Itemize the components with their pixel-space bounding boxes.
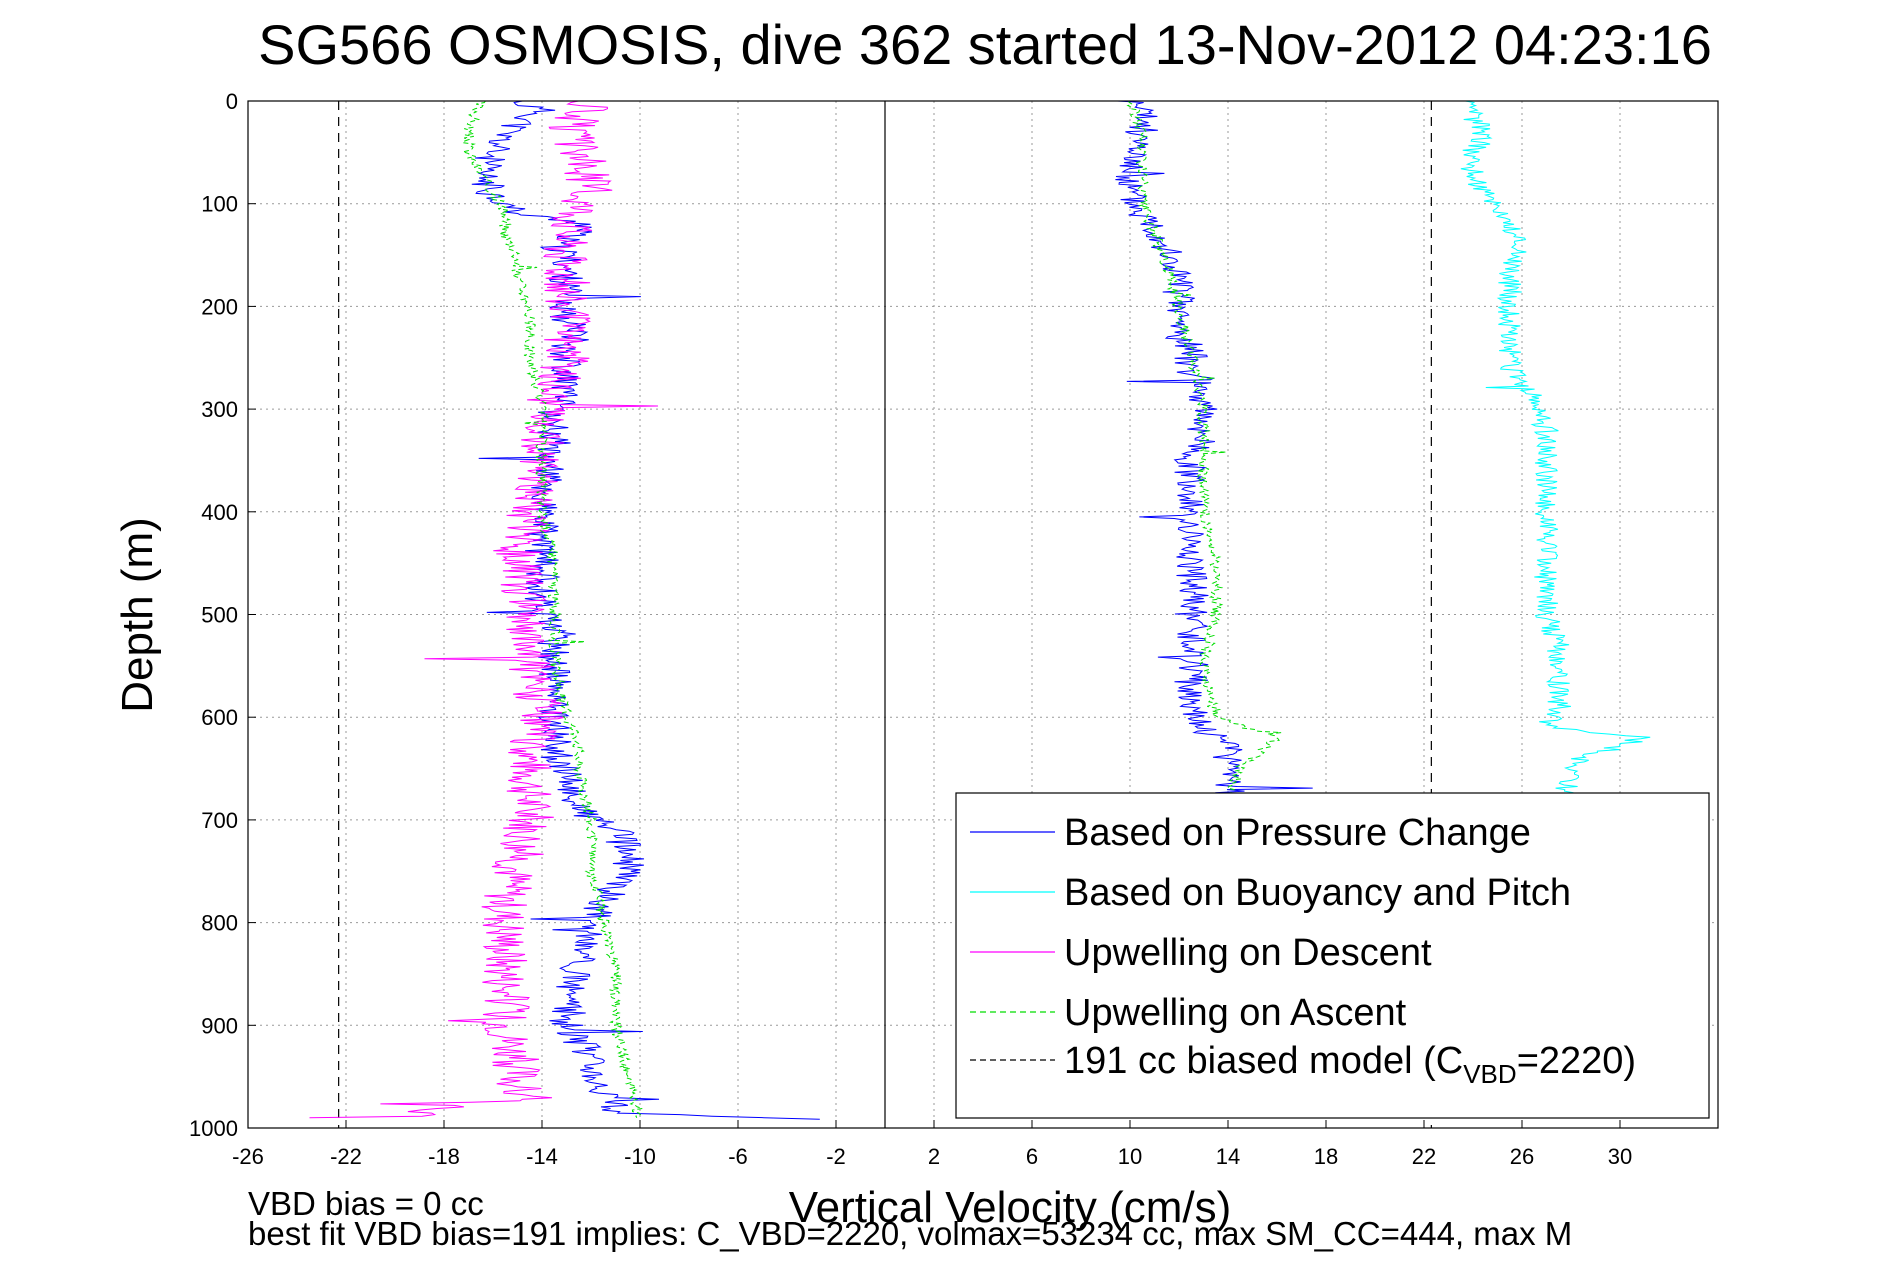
x-tick-labels: -26 -22 -18 -14 -10 -6 -2 2 6 10 14 18 22 26 30	[232, 1120, 1632, 1169]
legend-label: Based on Buoyancy and Pitch	[1064, 872, 1571, 914]
y-tick-label: 600	[201, 705, 238, 730]
x-tick-label: -22	[330, 1144, 362, 1169]
footnote-vbd-bias: VBD bias = 0 cc	[248, 1185, 484, 1222]
y-tick-label: 800	[201, 911, 238, 936]
legend-label-text: Based on Buoyancy and Pitch	[1064, 872, 1571, 914]
series-pressure-change-ascent	[1115, 101, 1313, 811]
x-tick-label: 18	[1314, 1144, 1338, 1169]
x-tick-label: -2	[826, 1144, 846, 1169]
y-tick-label: 1000	[189, 1116, 238, 1141]
legend-label: Upwelling on Descent	[1064, 932, 1432, 974]
y-tick-label: 300	[201, 397, 238, 422]
y-tick-label: 500	[201, 603, 238, 628]
y-tick-label: 200	[201, 294, 238, 319]
legend-label-suffix: =2220)	[1517, 1040, 1636, 1082]
x-tick-label: 6	[1026, 1144, 1038, 1169]
legend-label: Upwelling on Ascent	[1064, 992, 1407, 1034]
x-tick-label: 2	[928, 1144, 940, 1169]
chart-title: SG566 OSMOSIS, dive 362 started 13-Nov-2…	[258, 13, 1712, 76]
x-tick-label: 22	[1412, 1144, 1436, 1169]
legend-label: Based on Pressure Change	[1064, 812, 1531, 854]
x-axis-label: Vertical Velocity (cm/s)	[789, 1183, 1232, 1232]
footnote-best-fit: best fit VBD bias=191 implies: C_VBD=222…	[248, 1215, 1572, 1252]
series-upwelling-ascent-left	[461, 101, 643, 1118]
y-tick-labels: 0 100 200 300 400 500 600 700 800 900 1000	[189, 89, 256, 1141]
x-tick-label: -26	[232, 1144, 264, 1169]
y-axis-label: Depth (m)	[113, 517, 162, 713]
y-tick-label: 100	[201, 192, 238, 217]
legend-label-text: Based on Pressure Change	[1064, 812, 1531, 854]
x-tick-label: 10	[1118, 1144, 1142, 1169]
y-tick-label: 900	[201, 1013, 238, 1038]
x-tick-label: -14	[526, 1144, 558, 1169]
x-tick-label: 26	[1510, 1144, 1534, 1169]
x-tick-label: -10	[624, 1144, 656, 1169]
legend-label: 191 cc biased model (CVBD=2220)	[1064, 1040, 1636, 1089]
series-upwelling-ascent-right	[1126, 101, 1282, 800]
x-tick-label: 14	[1216, 1144, 1240, 1169]
series-buoyancy-pitch	[1460, 101, 1651, 800]
series-upwelling-descent	[309, 101, 659, 1119]
x-tick-label: -6	[728, 1144, 748, 1169]
y-tick-label: 700	[201, 808, 238, 833]
y-tick-label: 400	[201, 500, 238, 525]
legend-label-text: Upwelling on Ascent	[1064, 992, 1407, 1034]
x-tick-label: -18	[428, 1144, 460, 1169]
legend-label-text: Upwelling on Descent	[1064, 932, 1432, 974]
legend-box	[955, 792, 1710, 1119]
legend: Based on Pressure Change Based on Buoyanc…	[955, 792, 1710, 1119]
y-tick-label: 0	[226, 89, 238, 114]
series-pressure-change-descent	[471, 101, 820, 1120]
legend-label-text: 191 cc biased model (C	[1064, 1040, 1463, 1082]
legend-label-subscript: VBD	[1463, 1059, 1516, 1089]
x-tick-label: 30	[1608, 1144, 1632, 1169]
